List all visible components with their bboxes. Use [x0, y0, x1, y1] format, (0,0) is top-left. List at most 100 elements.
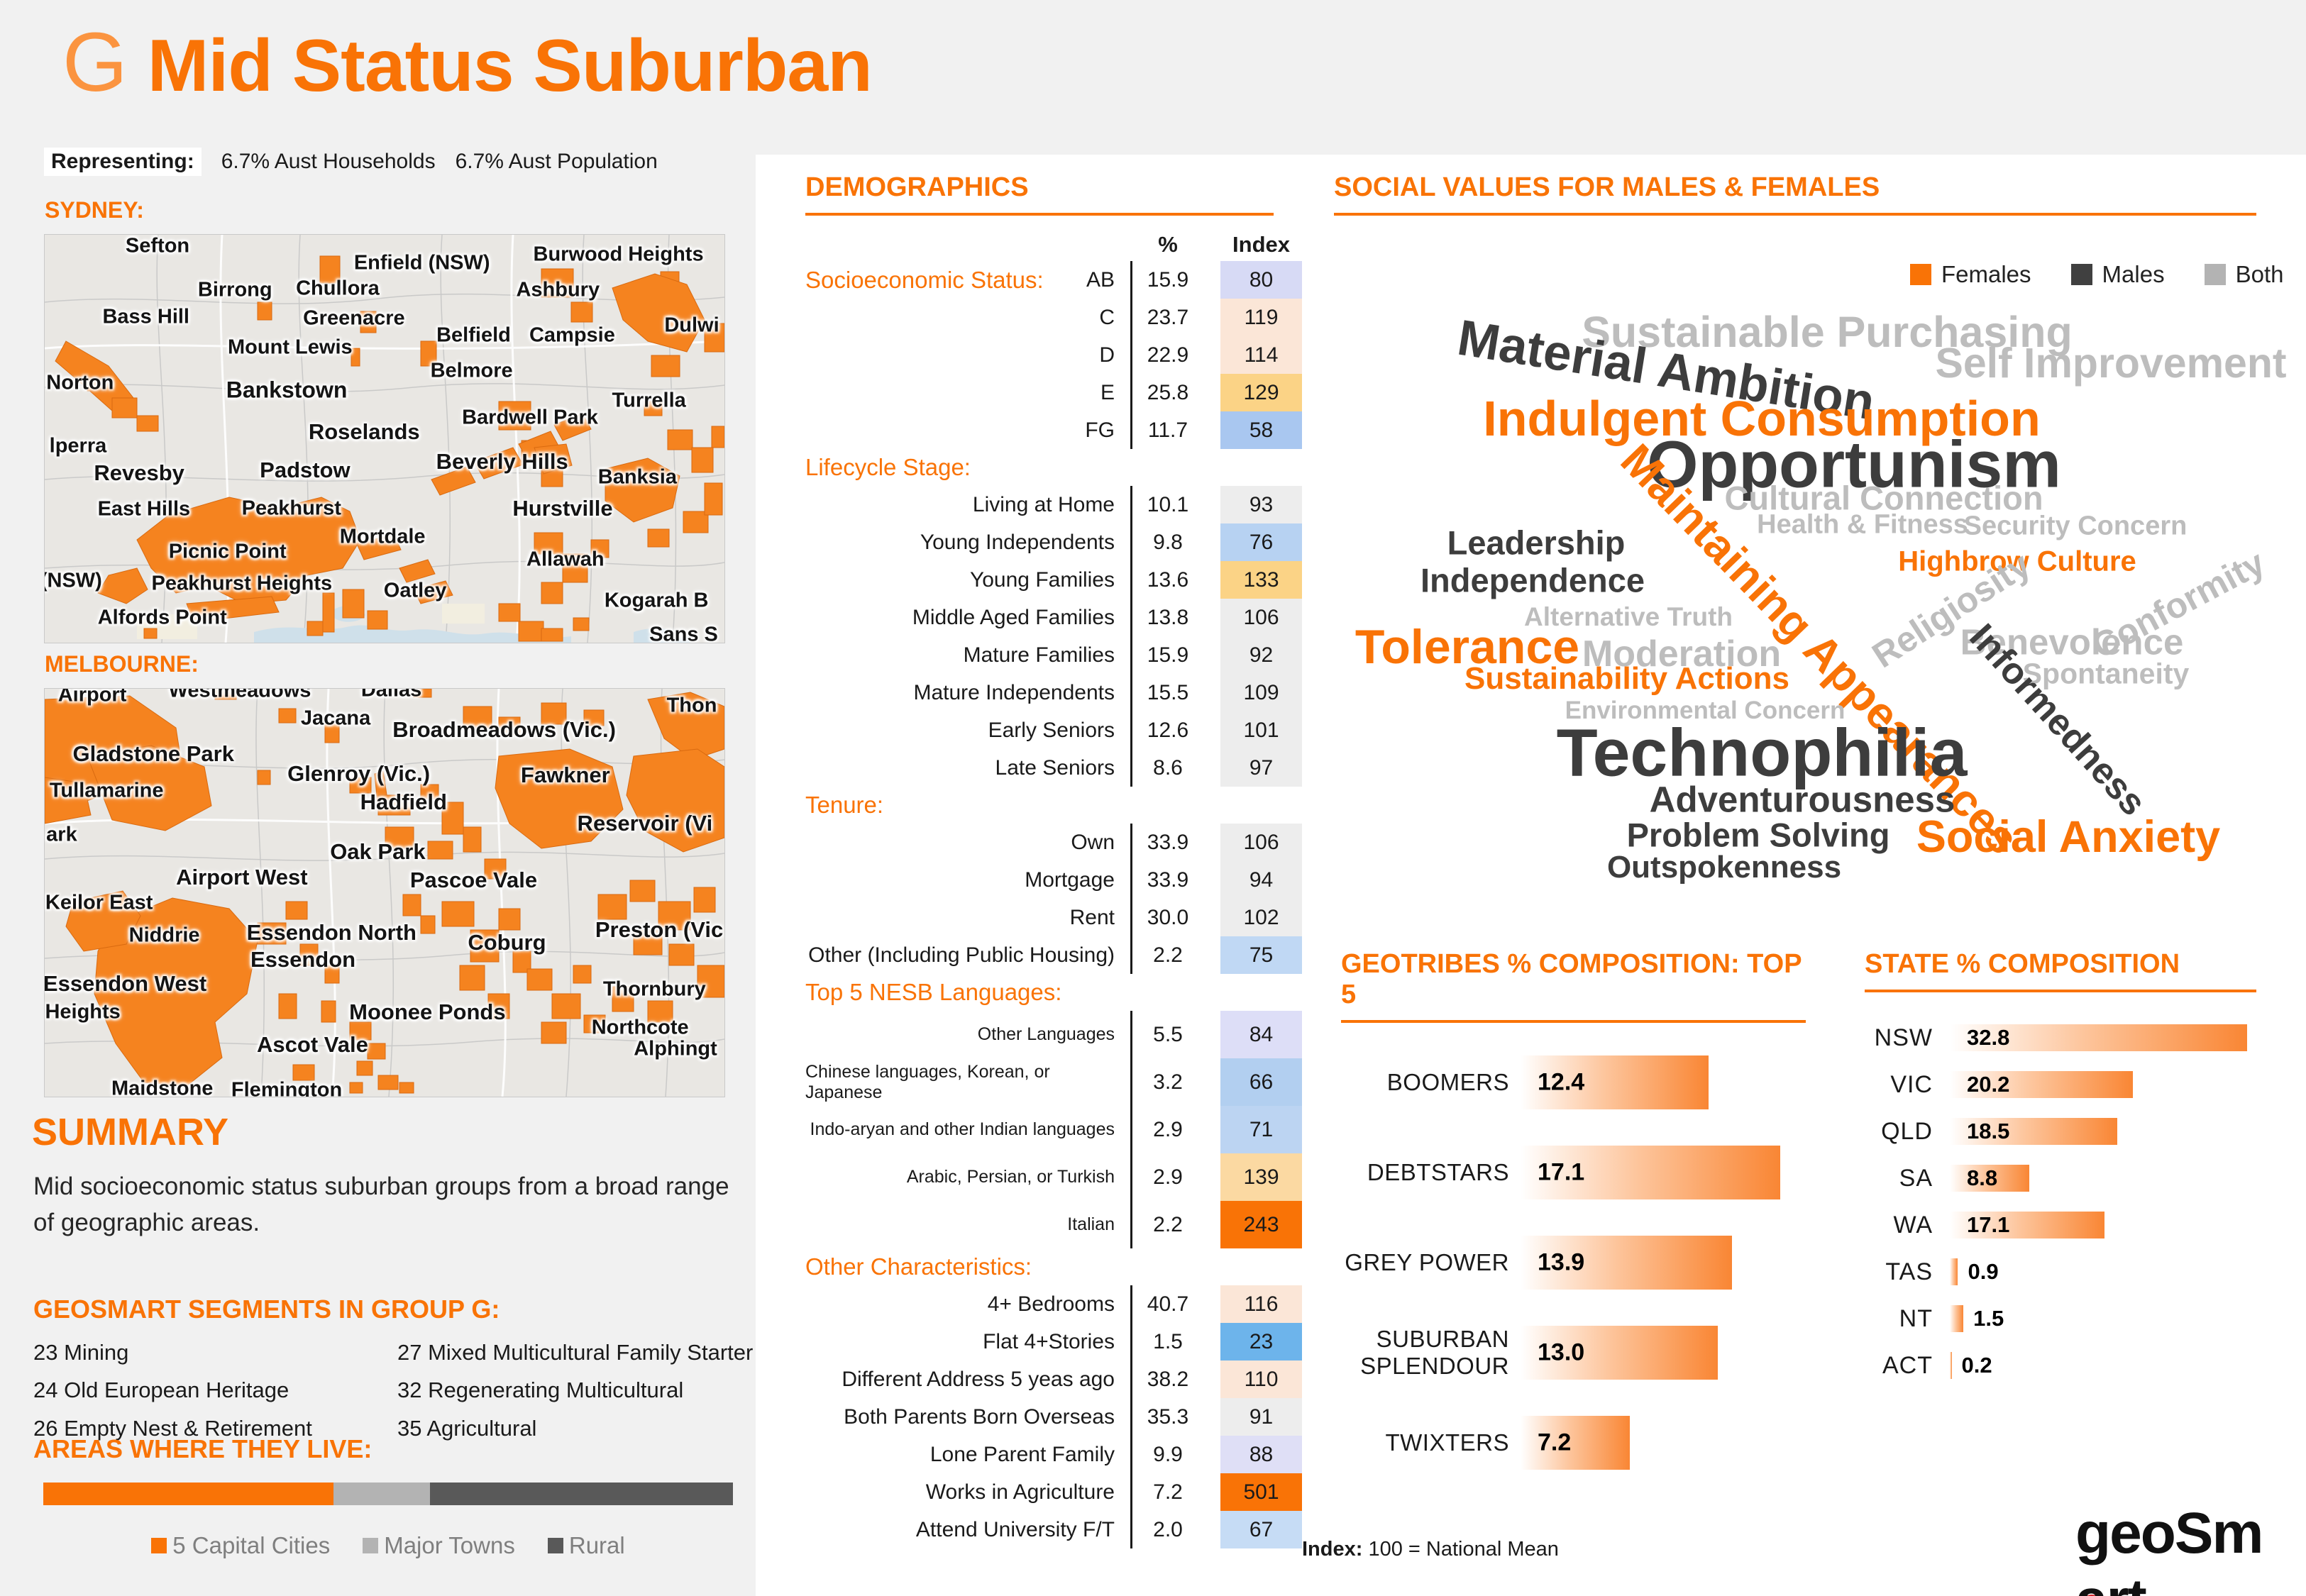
map-suburb-label: lperra — [49, 434, 107, 458]
state-chart: NSW 32.8 VIC 20.2 QLD 18.5 SA 8.8 WA 17.1 TAS 0.9 NT… — [1859, 1014, 2271, 1389]
geotribes-chart: BOOMERS 12.4 DEBTSTARS 17.1 GREY POWER 13.9 SU… — [1298, 1037, 1838, 1487]
social-value-word: Tolerance — [1355, 620, 1580, 674]
areas-legend-item: Rural — [547, 1532, 625, 1559]
demographics-row-pct: 30.0 — [1147, 905, 1189, 929]
map-suburb-label: Peakhurst Heights — [151, 572, 333, 595]
demographics-row-label: Rent — [805, 899, 1132, 936]
demographics-row: 4+ Bedrooms 40.7 116 — [805, 1285, 1302, 1323]
demographics-row-label: Other Languages — [805, 1011, 1132, 1058]
bar-value: 0.2 — [1961, 1353, 1992, 1378]
demographics-row-index: 119 — [1220, 299, 1302, 336]
map-suburb-label: Oatley — [383, 579, 447, 602]
demographics-row: AB 15.9 80 — [805, 261, 1302, 299]
demographics-table: % Index Socioeconomic Status: AB 15.9 80 C 23… — [805, 228, 1302, 1548]
map-suburb-label: Peakhurst — [241, 497, 341, 520]
demographics-row: Mature Families 15.9 92 — [805, 636, 1302, 674]
map-suburb-label: Maidstone — [111, 1077, 214, 1097]
map-suburb-label: Picnic Point — [168, 540, 287, 563]
areas-heading: AREAS WHERE THEY LIVE: — [33, 1434, 373, 1463]
representing-row: Representing: 6.7% Aust Households 6.7% … — [44, 148, 658, 176]
bar-label: NSW — [1874, 1024, 1933, 1051]
bar-row: ACT 0.2 — [1859, 1342, 2271, 1389]
bar-track: 0.9 — [1950, 1258, 2262, 1285]
demographics-row-index: 106 — [1220, 599, 1302, 636]
social-value-word: Security Concern — [1963, 511, 2188, 541]
social-value-word: Self Improvement — [1935, 340, 2287, 387]
map-suburb-label: Preston (Vic — [595, 916, 724, 942]
bar-row: WA 17.1 — [1859, 1202, 2271, 1248]
demographics-row-label: Early Seniors — [805, 711, 1132, 749]
bar — [1521, 1235, 1732, 1290]
map-suburb-label: Mount Lewis — [228, 336, 353, 359]
demographics-group: Top 5 NESB Languages: Other Languages 5.5 8… — [805, 974, 1302, 1248]
bar — [1950, 1305, 1964, 1332]
bar-track: 13.9 — [1521, 1235, 1833, 1290]
demographics-row-index: 84 — [1220, 1011, 1302, 1058]
demographics-row: Young Families 13.6 133 — [805, 561, 1302, 599]
demographics-row: E 25.8 129 — [805, 374, 1302, 411]
demographics-group: Socioeconomic Status: AB 15.9 80 C 23.7 119 D 22… — [805, 261, 1302, 449]
map-suburb-label: Roselands — [308, 419, 420, 444]
social-value-word: Sustainability Actions — [1464, 661, 1790, 696]
map-suburb-label: Keilor East — [45, 891, 153, 914]
bar-value: 7.2 — [1538, 1429, 1572, 1456]
bar-row: TWIXTERS 7.2 — [1298, 1397, 1838, 1487]
demographics-row: Indo-aryan and other Indian languages 2.9… — [805, 1106, 1302, 1153]
bar-row: SA 8.8 — [1859, 1155, 2271, 1202]
demographics-row-label: Mortgage — [805, 861, 1132, 899]
map-suburb-label: Pascoe Vale — [409, 868, 538, 893]
bar-label: WA — [1893, 1211, 1933, 1238]
demographics-row-pct: 13.6 — [1147, 567, 1189, 592]
bar-row: GREY POWER 13.9 — [1298, 1217, 1838, 1307]
segment-item: 35 Agricultural — [397, 1415, 537, 1441]
bar-track: 32.8 — [1950, 1024, 2262, 1051]
map-suburb-label: Kogarah B — [604, 589, 709, 612]
social-legend-swatch — [2204, 264, 2226, 285]
demographics-row-label: Attend University F/T — [805, 1511, 1132, 1548]
areas-bar-segment — [430, 1483, 733, 1505]
bar-value: 12.4 — [1538, 1068, 1585, 1095]
sydney-map-graphic — [45, 235, 724, 643]
bar-row: NT 1.5 — [1859, 1295, 2271, 1342]
social-value-word: Social Anxiety — [1916, 812, 2221, 862]
demographics-row: Chinese languages, Korean, or Japanese 3.… — [805, 1058, 1302, 1106]
demographics-row-pct: 9.9 — [1153, 1442, 1183, 1466]
demographics-row-index: 110 — [1220, 1361, 1302, 1398]
demographics-group-heading: Tenure: — [805, 792, 884, 818]
demographics-row-label: Chinese languages, Korean, or Japanese — [805, 1058, 1132, 1106]
segments-heading: GEOSMART SEGMENTS IN GROUP G: — [33, 1295, 500, 1324]
demographics-row-label: Other (Including Public Housing) — [805, 936, 1132, 974]
geosmart-logo-text: geoSmart — [2075, 1500, 2288, 1596]
map-suburb-label: Padstow — [260, 457, 351, 482]
bar-value: 17.1 — [1538, 1158, 1585, 1185]
social-legend-swatch — [1910, 264, 1931, 285]
bar — [1950, 1071, 2133, 1098]
demographics-row: Other (Including Public Housing) 2.2 75 — [805, 936, 1302, 974]
map-suburb-label: Chullora — [296, 277, 380, 300]
bar-value: 32.8 — [1967, 1025, 2010, 1050]
demographics-group-heading: Socioeconomic Status: — [805, 266, 1044, 293]
demographics-row-index: 101 — [1220, 711, 1302, 749]
map-suburb-label: Airport — [57, 688, 127, 706]
demographics-row-index: 92 — [1220, 636, 1302, 674]
areas-legend-label: Rural — [568, 1532, 625, 1558]
social-legend-item: Males — [2070, 261, 2165, 288]
demographics-row: Italian 2.2 243 — [805, 1201, 1302, 1248]
social-legend-label: Males — [2102, 261, 2165, 287]
demographics-row-label: Arabic, Persian, or Turkish — [805, 1153, 1132, 1201]
map-suburb-label: Allawah — [526, 548, 605, 571]
index-column-header: Index — [1232, 232, 1290, 257]
demographics-row-label: C — [805, 299, 1132, 336]
social-value-word: Cultural Connection — [1724, 479, 2043, 517]
demographics-row: Works in Agriculture 7.2 501 — [805, 1473, 1302, 1511]
map-suburb-label: Hadfield — [360, 789, 447, 814]
demographics-row-pct: 5.5 — [1153, 1022, 1183, 1046]
demographics-row: Middle Aged Families 13.8 106 — [805, 599, 1302, 636]
social-value-word: Outspokenness — [1606, 850, 1842, 885]
demographics-heading: DEMOGRAPHICS — [805, 172, 1274, 216]
demographics-row-label: Own — [805, 824, 1132, 861]
demographics-row-label: Italian — [805, 1201, 1132, 1248]
demographics-row-index: 94 — [1220, 861, 1302, 899]
demographics-row-label: Indo-aryan and other Indian languages — [805, 1106, 1132, 1153]
demographics-row: Attend University F/T 2.0 67 — [805, 1511, 1302, 1548]
